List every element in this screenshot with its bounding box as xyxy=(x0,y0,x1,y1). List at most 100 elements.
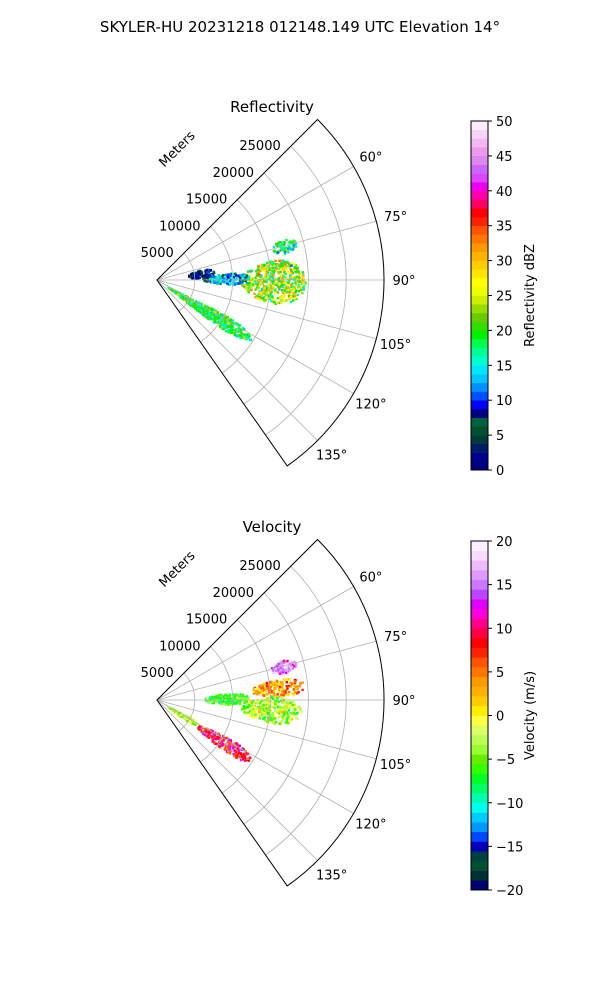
azimuth-spoke xyxy=(156,279,377,340)
range-ring xyxy=(178,252,196,312)
colorbar-bin xyxy=(471,435,488,445)
colorbar-bin xyxy=(471,312,488,322)
colorbar-bin xyxy=(471,618,488,629)
colorbar-bin xyxy=(471,382,488,392)
colorbar-bin xyxy=(471,667,488,678)
colorbar-bin xyxy=(471,541,488,551)
colorbar-tick-label: 15 xyxy=(496,579,513,594)
colorbar-bin xyxy=(471,880,488,891)
range-tick-label: 15000 xyxy=(186,613,227,628)
colorbar-tick-label: −10 xyxy=(496,797,523,812)
colorbar-bin xyxy=(471,208,488,218)
reflectivity-colorbar: 0 5 10 15 20 25 30 35 40 45 50 Reflectivity dBZ xyxy=(470,115,538,479)
colorbar-tick-label: −5 xyxy=(496,753,515,768)
range-ring xyxy=(243,172,309,405)
range-tick-label: 20000 xyxy=(213,166,254,181)
colorbar-tick-label: 50 xyxy=(496,115,513,130)
velocity-colorbar: −20 −15 −10 −5 0 5 10 15 20 Velocity (m/s) xyxy=(470,535,538,899)
colorbar-bin xyxy=(471,269,488,279)
colorbar-bin xyxy=(471,676,488,687)
colorbar-bin xyxy=(471,589,488,600)
colorbar-bin xyxy=(471,647,488,658)
colorbar-bin xyxy=(471,608,488,619)
azimuth-spoke xyxy=(156,279,318,441)
range-tick-label: 5000 xyxy=(141,666,174,681)
range-ring xyxy=(265,145,347,436)
azimuth-tick-label: 90° xyxy=(392,694,415,709)
colorbar-bin xyxy=(471,550,488,561)
echo-main-cell-lower xyxy=(240,696,303,726)
colorbar-bin xyxy=(471,599,488,610)
colorbar-bin xyxy=(471,443,488,453)
colorbar-tick-label: 5 xyxy=(496,429,504,444)
colorbar-bin xyxy=(471,715,488,726)
colorbar-bin xyxy=(471,190,488,200)
colorbar-bin xyxy=(471,408,488,418)
colorbar-bin xyxy=(471,164,488,174)
colorbar-bin xyxy=(471,278,488,288)
colorbar-bin xyxy=(471,763,488,774)
echo-main-cell xyxy=(240,259,307,305)
echo-main-cell-upper xyxy=(252,678,304,699)
echo-near-band xyxy=(204,692,250,706)
colorbar-bin xyxy=(471,783,488,794)
range-tick-label: 5000 xyxy=(141,246,174,261)
azimuth-spoke xyxy=(156,586,354,701)
range-axis-label: Meters xyxy=(157,548,199,590)
azimuth-spoke xyxy=(156,220,377,281)
colorbar-bin xyxy=(471,734,488,745)
colorbar-tick-label: −15 xyxy=(496,840,523,855)
colorbar-bin xyxy=(471,339,488,349)
colorbar-bin xyxy=(471,225,488,235)
figure-title: SKYLER-HU 20231218 012148.149 UTC Elevat… xyxy=(100,18,500,36)
range-tick-label: 20000 xyxy=(213,586,254,601)
colorbar-tick-label: 45 xyxy=(496,150,513,165)
range-tick-label: 10000 xyxy=(159,219,200,234)
colorbar-bin xyxy=(471,579,488,590)
velocity-panel: Velocity 5000 10000 15000 20000 25000 60° 75° 9… xyxy=(141,518,538,899)
colorbar-bin xyxy=(471,657,488,668)
sector-frame xyxy=(156,118,385,467)
colorbar-bin xyxy=(471,822,488,833)
colorbar-tick-label: 0 xyxy=(496,710,504,725)
echo-cell-north xyxy=(272,238,298,256)
colorbar-bin xyxy=(471,330,488,340)
azimuth-tick-label: 75° xyxy=(384,210,407,225)
colorbar-bin xyxy=(471,243,488,253)
colorbar-tick-label: 10 xyxy=(496,622,513,637)
colorbar-bin xyxy=(471,138,488,148)
colorbar-bin xyxy=(471,628,488,639)
polar-grid: 5000 10000 15000 20000 25000 60° 75° 90° 105° 120… xyxy=(141,118,416,467)
azimuth-tick-label: 90° xyxy=(392,274,415,289)
colorbar-tick-label: 10 xyxy=(496,394,513,409)
colorbar-bin xyxy=(471,295,488,305)
colorbar-bin xyxy=(471,793,488,804)
colorbar-bin xyxy=(471,860,488,871)
azimuth-spoke xyxy=(156,279,354,394)
colorbar-bin xyxy=(471,870,488,881)
panel-title: Reflectivity xyxy=(230,98,314,116)
colorbar-tick-label: 20 xyxy=(496,324,513,339)
echo-near-speckle xyxy=(188,268,216,280)
range-tick-label: 25000 xyxy=(239,559,280,574)
azimuth-spoke xyxy=(156,640,377,701)
range-axis-label: Meters xyxy=(157,128,199,170)
range-ring xyxy=(200,226,234,343)
polar-grid: 5000 10000 15000 20000 25000 60° 75° 90° 105° 120… xyxy=(141,538,416,887)
colorbar-bin xyxy=(471,304,488,314)
range-ring xyxy=(265,565,347,856)
azimuth-tick-label: 75° xyxy=(384,630,407,645)
colorbar-bin xyxy=(471,851,488,862)
colorbar-bin xyxy=(471,773,488,784)
colorbar-bin xyxy=(471,705,488,716)
azimuth-tick-label: 105° xyxy=(380,758,411,773)
colorbar-bin xyxy=(471,426,488,436)
azimuth-tick-label: 120° xyxy=(355,818,386,833)
colorbar-bin xyxy=(471,637,488,648)
colorbar-label: Velocity (m/s) xyxy=(523,671,538,760)
range-ring xyxy=(200,646,234,763)
echo-cell-north xyxy=(270,659,298,676)
azimuth-tick-label: 60° xyxy=(359,571,382,586)
colorbar-bin xyxy=(471,129,488,139)
